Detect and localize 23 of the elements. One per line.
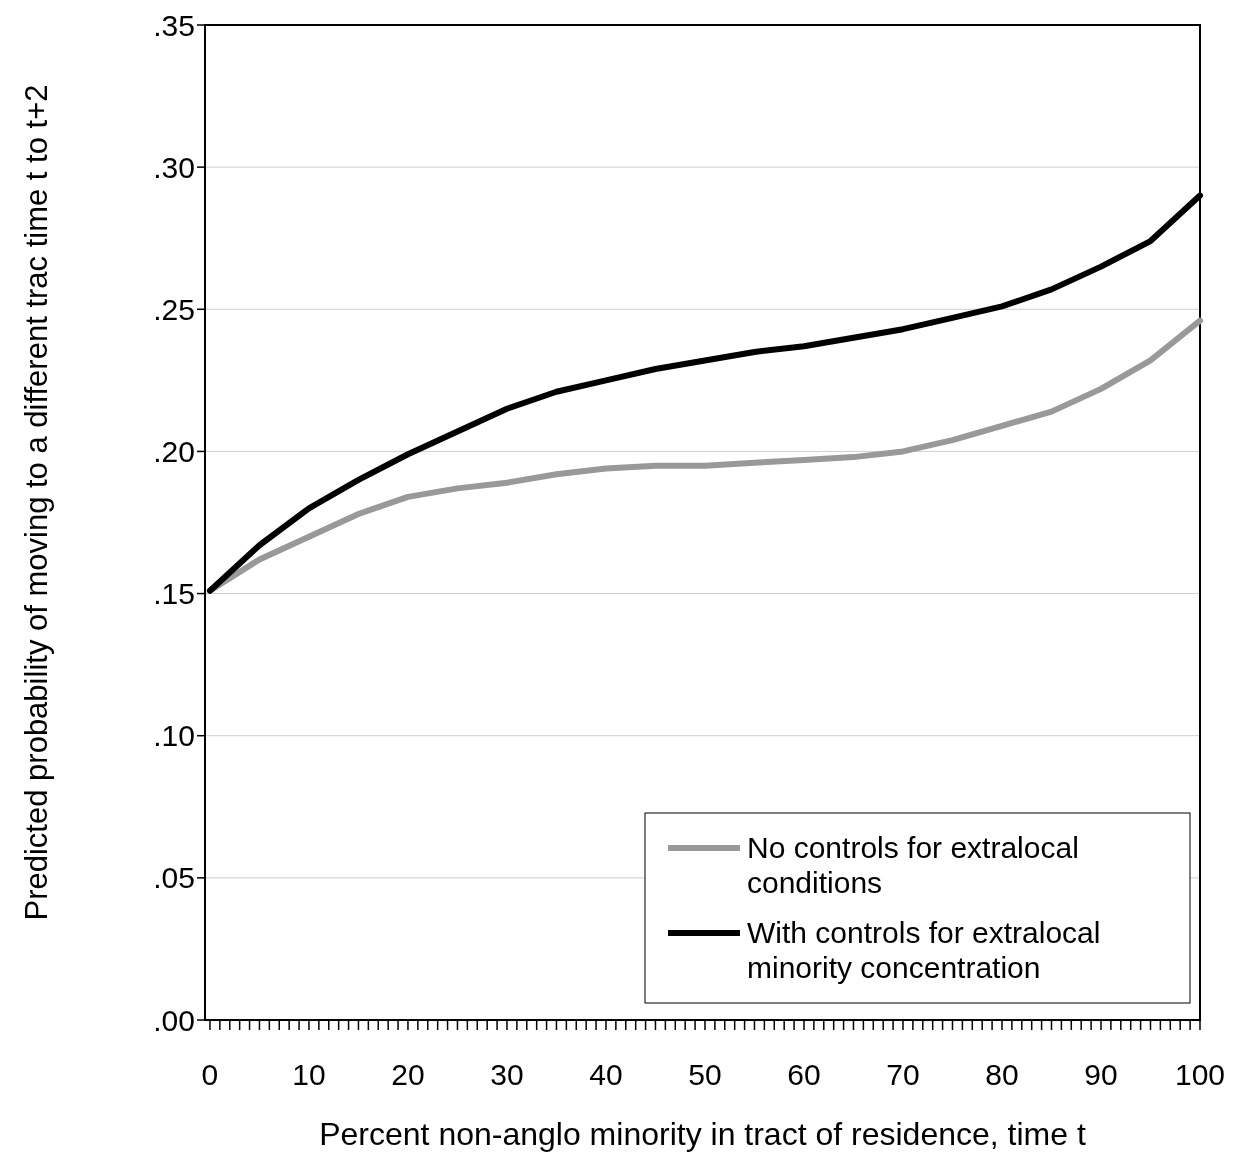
x-tick-label: 0: [201, 1058, 219, 1091]
y-tick-label: .15: [153, 577, 195, 611]
x-tick-label: 80: [985, 1058, 1019, 1091]
x-tick-label: 30: [490, 1058, 524, 1091]
y-tick-label: .10: [153, 719, 195, 753]
y-axis-title: Predicted probability of moving to a different trac time t to t+2: [19, 84, 54, 921]
x-axis-title: Percent non-anglo minority in tract of residence, time t: [319, 1116, 1086, 1152]
y-tick-label: .30: [153, 150, 195, 184]
x-tick-label: 100: [1174, 1058, 1226, 1091]
y-tick-label: .20: [153, 434, 195, 468]
x-tick-label: 70: [886, 1058, 920, 1091]
y-tick-label: .00: [153, 1003, 195, 1037]
legend-label: No controls for extralocal conditions: [747, 831, 1079, 899]
x-tick-label: 10: [292, 1058, 326, 1091]
y-tick-label: .25: [153, 292, 195, 326]
legend-label: With controls for extralocal minority concentration: [747, 916, 1101, 984]
x-tick-label: 60: [787, 1058, 821, 1091]
x-tick-label: 20: [391, 1058, 425, 1091]
x-tick-label: 50: [688, 1058, 722, 1091]
x-tick-label: 90: [1084, 1058, 1118, 1091]
y-tick-label: .05: [153, 861, 195, 895]
x-tick-label: 40: [589, 1058, 623, 1091]
y-tick-label: .35: [153, 8, 195, 42]
